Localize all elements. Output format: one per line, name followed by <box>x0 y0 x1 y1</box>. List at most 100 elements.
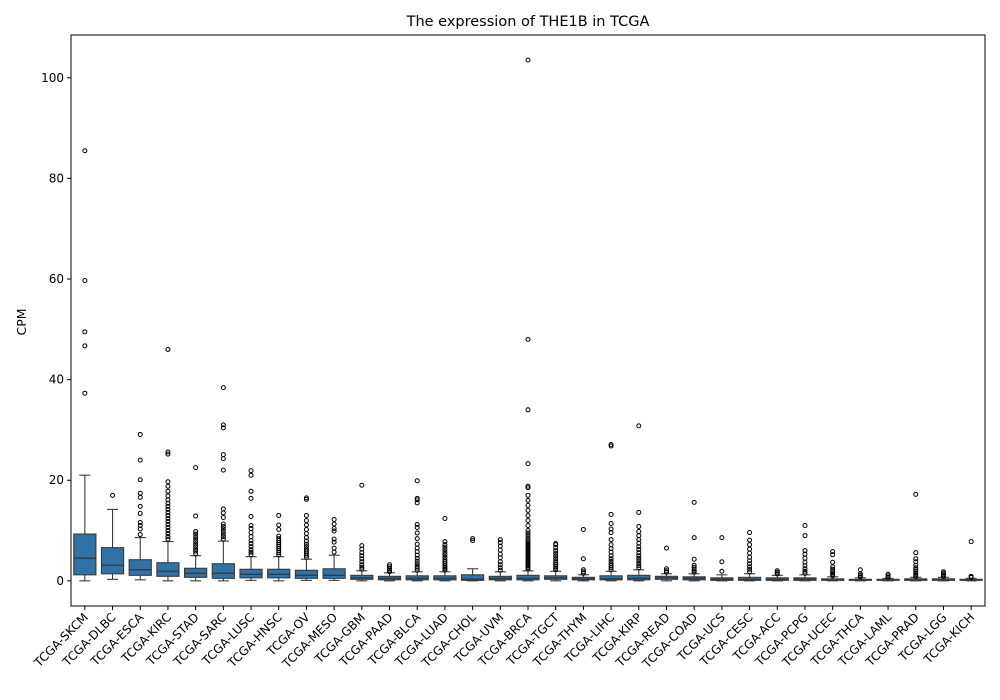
box-iqr <box>73 533 97 576</box>
outlier-point <box>414 525 420 531</box>
outlier-point <box>165 525 171 531</box>
box-iqr <box>267 568 291 579</box>
outlier-point <box>802 570 808 576</box>
outlier-point <box>303 527 309 533</box>
outlier-point <box>580 567 586 573</box>
outlier-point <box>442 559 448 565</box>
outlier-point <box>248 549 254 555</box>
outlier-point <box>747 569 753 575</box>
box-iqr <box>128 559 152 576</box>
outlier-point <box>608 442 614 448</box>
outlier-point <box>303 522 309 528</box>
outlier-point <box>220 526 226 532</box>
box-group-tcga-chol <box>460 536 485 582</box>
outlier-point <box>553 555 559 561</box>
outlier-point <box>442 557 448 563</box>
outlier-point <box>857 567 863 573</box>
outlier-point <box>359 543 365 549</box>
box-group-tcga-dlbc <box>100 492 125 580</box>
outlier-point <box>359 482 365 488</box>
box-group-tcga-tgct <box>544 541 568 582</box>
outlier-point <box>165 479 171 485</box>
outlier-point <box>857 572 863 578</box>
outlier-point <box>137 477 143 483</box>
outlier-point <box>442 542 448 548</box>
outlier-point <box>497 540 503 546</box>
outlier-point <box>165 528 171 534</box>
outlier-point <box>913 559 919 565</box>
outlier-point <box>636 529 642 535</box>
outlier-point <box>220 422 226 428</box>
outlier-point <box>331 539 337 545</box>
outlier-point <box>165 503 171 509</box>
outlier-point <box>303 544 309 550</box>
y-tick-label: 0 <box>56 574 64 588</box>
outlier-point <box>331 549 337 555</box>
outlier-point <box>525 542 531 548</box>
outlier-point <box>830 549 836 555</box>
box-group-tcga-stad <box>184 465 208 582</box>
outlier-point <box>248 488 254 494</box>
outlier-point <box>553 560 559 566</box>
outlier-point <box>331 545 337 551</box>
outlier-point <box>276 538 282 544</box>
outlier-point <box>220 531 226 537</box>
outlier-point <box>387 569 393 575</box>
outlier-point <box>220 524 226 530</box>
outlier-point <box>636 560 642 566</box>
outlier-point <box>525 551 531 557</box>
outlier-point <box>193 536 199 542</box>
outlier-point <box>165 488 171 494</box>
outlier-point <box>747 546 753 552</box>
outlier-point <box>220 536 226 542</box>
outlier-point <box>193 551 199 557</box>
outlier-point <box>525 57 531 63</box>
outlier-point <box>248 552 254 558</box>
outlier-point <box>414 495 420 501</box>
outlier-point <box>303 496 309 502</box>
outlier-point <box>608 561 614 567</box>
outlier-point <box>165 536 171 542</box>
outlier-point <box>553 553 559 559</box>
outlier-point <box>331 526 337 532</box>
outlier-point <box>636 550 642 556</box>
outlier-point <box>470 538 476 544</box>
outlier-point <box>525 550 531 556</box>
outlier-point <box>276 536 282 542</box>
outlier-point <box>830 571 836 577</box>
outlier-point <box>525 336 531 342</box>
outlier-point <box>442 552 448 558</box>
box-group-tcga-blca <box>405 478 429 582</box>
outlier-point <box>525 563 531 569</box>
outlier-point <box>165 522 171 528</box>
outlier-point <box>303 548 309 554</box>
box-iqr <box>599 575 623 581</box>
outlier-point <box>774 568 780 574</box>
outlier-point <box>331 536 337 542</box>
outlier-point <box>525 407 531 413</box>
y-tick-label: 100 <box>41 71 64 85</box>
outlier-point <box>830 559 836 565</box>
box-iqr <box>239 568 263 579</box>
outlier-point <box>802 533 808 539</box>
outlier-point <box>497 547 503 553</box>
outlier-point <box>802 523 808 529</box>
outlier-point <box>220 467 226 473</box>
outlier-point <box>525 556 531 562</box>
outlier-point <box>359 562 365 568</box>
outlier-point <box>830 552 836 558</box>
outlier-point <box>636 553 642 559</box>
outlier-point <box>442 515 448 521</box>
outlier-point <box>802 548 808 554</box>
outlier-point <box>747 537 753 543</box>
outlier-point <box>525 557 531 563</box>
outlier-point <box>913 573 919 579</box>
outlier-point <box>165 512 171 518</box>
box-group-tcga-paad <box>377 562 402 582</box>
outlier-point <box>137 490 143 496</box>
box-group-tcga-lihc <box>599 442 623 582</box>
outlier-point <box>691 569 697 575</box>
outlier-point <box>414 541 420 547</box>
outlier-point <box>747 530 753 536</box>
